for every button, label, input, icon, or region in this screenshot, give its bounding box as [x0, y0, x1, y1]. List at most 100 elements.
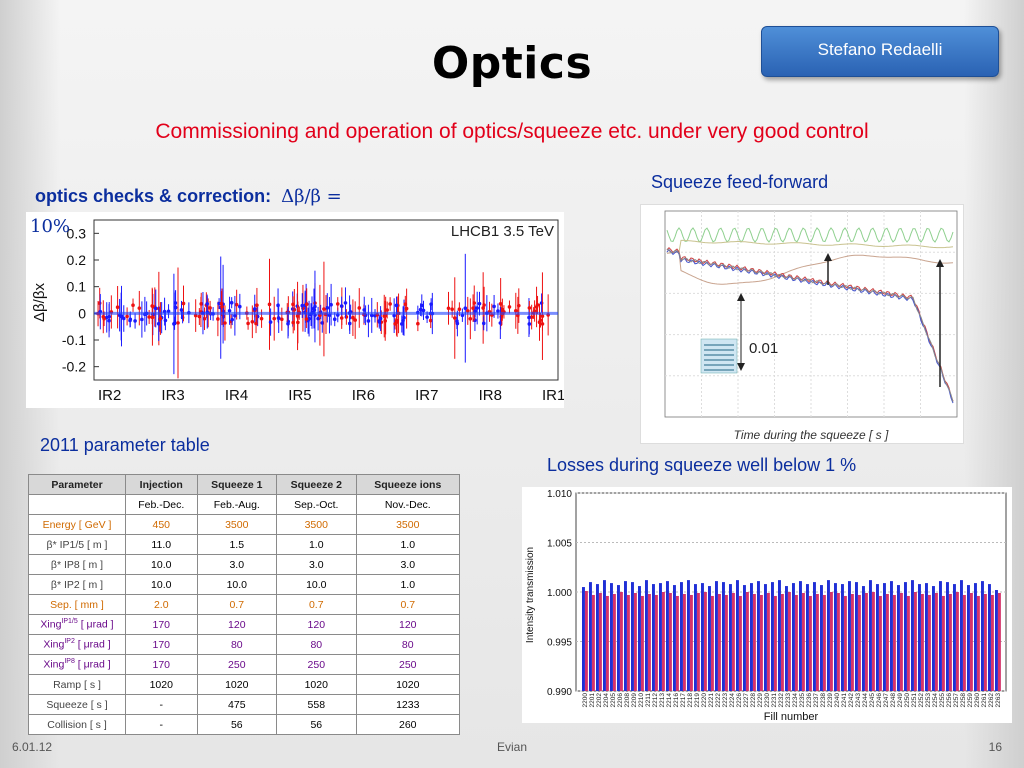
table-cell: 120	[196, 614, 278, 635]
x-tick-label: 2212	[652, 693, 659, 708]
data-point	[150, 315, 155, 320]
x-category-label: IR2	[98, 387, 121, 404]
bar-series-1	[988, 584, 991, 691]
bar-series-1	[953, 584, 956, 691]
table-cell: 170	[125, 634, 198, 655]
x-tick-label: 2230	[764, 693, 771, 708]
row-label-unit: [ μrad ]	[77, 618, 114, 631]
x-tick-label: 2250	[904, 693, 911, 708]
table-row: Sep. [ mm ] 2.0 0.7 0.7 0.7	[28, 594, 461, 615]
x-category-label: IR1	[542, 387, 564, 404]
data-point	[128, 317, 133, 322]
table-row-label: Ramp [ s ]	[28, 674, 126, 695]
bar-series-1	[617, 585, 620, 691]
bar-series-2	[794, 594, 798, 691]
bar-series-2	[766, 592, 770, 691]
bar-series-2	[612, 593, 616, 691]
table-cell: 1233	[355, 694, 461, 715]
bar-series-2	[710, 595, 714, 691]
slide-subtitle: Commissioning and operation of optics/sq…	[155, 120, 869, 143]
table-cell: 3500	[355, 514, 461, 535]
bar-series-1	[841, 584, 844, 691]
data-point	[223, 321, 227, 325]
table-caption: 2011 parameter table	[40, 435, 210, 455]
footer-event: Evian	[496, 740, 528, 754]
bar-series-1	[736, 580, 739, 691]
table-row-label: XingIP8 [ μrad ]	[28, 654, 126, 675]
bar-series-1	[806, 584, 809, 691]
table-header-cell: Squeeze ions	[355, 474, 461, 495]
data-point	[388, 302, 392, 306]
table-header-cell: Parameter	[28, 474, 126, 495]
bar-series-2	[899, 592, 903, 691]
bar-series-2	[745, 592, 749, 691]
table-cell: 10.0	[125, 554, 198, 575]
row-label-text: Xing	[43, 658, 65, 671]
table-cell: Feb.-Dec.	[125, 494, 198, 515]
data-point	[255, 303, 259, 308]
bar-series-2	[689, 594, 693, 691]
row-label-unit: [ μrad ]	[74, 658, 111, 671]
bar-series-1	[883, 583, 886, 691]
data-point	[450, 307, 454, 312]
table-cell: 260	[355, 714, 461, 735]
x-tick-label: 2258	[960, 693, 967, 708]
table-cell: 170	[125, 654, 198, 675]
table-row: XingIP1/5 [ μrad ] 170 120 120 120	[28, 614, 461, 635]
x-tick-label: 2240	[834, 693, 841, 708]
bar-series-2	[990, 594, 994, 691]
table-header-cell: Squeeze 2	[276, 474, 357, 495]
bar-series-2	[724, 594, 728, 691]
data-point	[291, 320, 295, 325]
bar-series-2	[598, 592, 602, 691]
footer-page-number: 16	[988, 740, 1002, 754]
x-tick-label: 2234	[792, 693, 799, 708]
bar-series-1	[890, 581, 893, 691]
table-cell: 120	[276, 614, 357, 635]
table-header-cell: Squeeze 1	[196, 474, 278, 495]
data-point	[173, 305, 178, 310]
x-tick-label: 2256	[946, 693, 953, 708]
data-point	[280, 317, 284, 322]
x-category-label: IR7	[415, 387, 438, 404]
data-point	[452, 316, 457, 320]
table-cell: 1.0	[276, 534, 357, 555]
bar-series-1	[946, 582, 949, 691]
bar-series-1	[813, 582, 816, 691]
bar-series-1	[960, 580, 963, 691]
bar-series-1	[904, 582, 907, 691]
x-tick-label: 2262	[988, 693, 995, 708]
x-tick-label: 2259	[967, 693, 974, 708]
data-point	[507, 305, 512, 309]
bar-series-1	[974, 583, 977, 691]
bar-series-1	[638, 586, 641, 691]
table-cell: 0.7	[276, 594, 357, 615]
table-row: Ramp [ s ] 1020 1020 1020 1020	[28, 674, 461, 695]
data-point	[425, 315, 429, 319]
data-point	[465, 309, 470, 313]
transmission-svg: 1.010 1.005 1.000 0.995 0.990 Intensity trans…	[525, 489, 1007, 723]
row-label-text: Xing	[40, 618, 62, 631]
data-point	[357, 306, 362, 310]
data-point	[383, 319, 388, 323]
data-point	[252, 307, 257, 311]
table-row-label: β* IP8 [ m ]	[28, 554, 126, 575]
bar-series-2	[885, 593, 889, 691]
beta-beating-plot: 0.3 0.2 0.1 0 -0.1 -0.2 Δβ/βx LHCB1 3.5 TeV IR2 I…	[26, 212, 565, 408]
bar-series-2	[619, 592, 623, 691]
legend-box	[700, 338, 738, 374]
bar-series-1	[673, 585, 676, 691]
x-tick-label: 2257	[953, 693, 960, 708]
data-point	[300, 303, 305, 308]
data-point	[208, 306, 212, 310]
bar-series-1	[666, 581, 669, 691]
x-tick-label: 2214	[666, 693, 673, 708]
x-tick-label: 2251	[911, 693, 918, 708]
data-point	[313, 304, 317, 309]
x-tick-label: 2219	[694, 693, 701, 708]
data-point	[267, 302, 272, 307]
table-cell: 120	[355, 614, 461, 635]
bar-series-1	[848, 581, 851, 691]
x-tick-label: 2252	[918, 693, 925, 708]
row-label-text: Energy [ GeV ]	[42, 518, 112, 531]
